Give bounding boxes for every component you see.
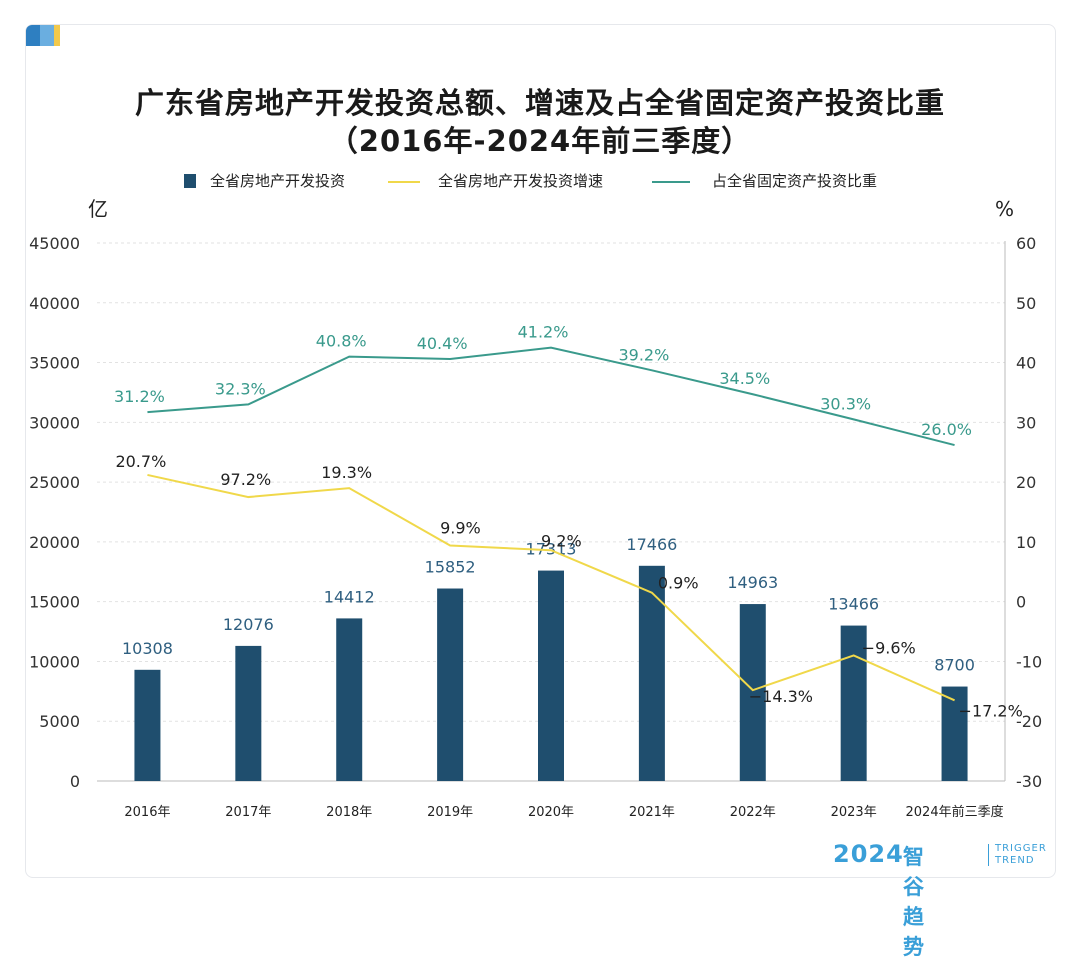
y-right-tick-label: 10 (1016, 533, 1036, 552)
growth-value-label: 9.2% (541, 531, 582, 550)
tab-block-blue (26, 25, 40, 46)
combo-chart: 0 5000 10000 15000 20000 25000 30000 35000 40000… (29, 172, 1042, 820)
growth-value-label: 20.7% (115, 452, 166, 471)
brand-en-line2: TREND (995, 855, 1035, 866)
growth-value-label: 97.2% (220, 470, 271, 489)
bar-investment (538, 570, 564, 781)
tab-block-yellow (54, 25, 60, 46)
y-left-tick-label: 20000 (29, 533, 80, 552)
y-left-tick-label: 45000 (29, 234, 80, 253)
bar-value-label: 14412 (324, 587, 375, 606)
share-value-label: 40.4% (417, 334, 468, 353)
brand-year: 2024 (833, 840, 904, 868)
x-tick-label: 2023年 (831, 805, 877, 820)
y-right-tick-label: 40 (1016, 354, 1036, 373)
legend-label-investment: 全省房地产开发投资 (210, 172, 345, 190)
share-value-label: 31.2% (114, 387, 165, 406)
x-tick-label: 2019年 (427, 805, 473, 820)
share-value-label: 26.0% (921, 420, 972, 439)
y-left-tick-label: 15000 (29, 593, 80, 612)
y-left-unit: 亿 (88, 197, 108, 221)
bar-value-label: 15852 (425, 558, 476, 577)
growth-value-label: −17.2% (959, 701, 1023, 720)
x-tick-label: 2017年 (225, 805, 271, 820)
y-left-tick-label: 5000 (39, 712, 80, 731)
growth-value-label: 19.3% (321, 463, 372, 482)
x-tick-label: 2022年 (730, 805, 776, 820)
y-right-tick-label: 60 (1016, 234, 1036, 253)
share-value-label: 32.3% (215, 379, 266, 398)
y-left-tick-label: 35000 (29, 354, 80, 373)
bar-value-label: 8700 (934, 656, 975, 675)
corner-tab-decoration (26, 25, 64, 46)
brand-separator (988, 844, 989, 866)
y-right-tick-label: -10 (1016, 652, 1042, 671)
x-tick-label: 2024年前三季度 (906, 804, 1004, 820)
bar-value-label: 13466 (828, 595, 879, 614)
y-right-tick-label: 0 (1016, 593, 1026, 612)
bar-investment (739, 604, 766, 781)
bar-investment (134, 669, 161, 781)
bar-investment (638, 565, 665, 781)
brand-en-line1: TRIGGER (995, 843, 1047, 854)
x-tick-label: 2018年 (326, 805, 372, 820)
share-value-label: 34.5% (719, 369, 770, 388)
x-tick-label: 2021年 (629, 805, 675, 820)
bar-investment (840, 625, 867, 781)
share-value-label: 41.2% (518, 323, 569, 342)
x-tick-label: 2020年 (528, 805, 574, 820)
y-right-tick-label: 30 (1016, 413, 1036, 432)
y-right-tick-label: -30 (1016, 772, 1042, 791)
share-value-label: 39.2% (618, 345, 669, 364)
x-tick-label: 2016年 (124, 805, 170, 820)
legend-label-growth: 全省房地产开发投资增速 (438, 172, 603, 190)
y-right-tick-label: 20 (1016, 473, 1036, 492)
brand-name: 智谷趋势 (903, 845, 924, 959)
y-left-tick-label: 40000 (29, 294, 80, 313)
chart-subtitle: （2016年-2024年前三季度） (328, 124, 752, 158)
bar-investment (235, 645, 262, 781)
line-growth (147, 473, 955, 702)
growth-value-label: −14.3% (749, 687, 813, 706)
bar-value-label: 12076 (223, 615, 274, 634)
y-left-tick-label: 10000 (29, 652, 80, 671)
bar-value-label: 14963 (727, 573, 778, 592)
growth-value-label: 9.9% (440, 518, 481, 537)
growth-value-label: 0.9% (658, 574, 699, 593)
share-value-label: 30.3% (820, 394, 871, 413)
y-left-tick-label: 25000 (29, 473, 80, 492)
bar-value-label: 10308 (122, 639, 173, 658)
y-right-tick-label: 50 (1016, 294, 1036, 313)
bar-investment (437, 588, 464, 781)
legend-label-share: 占全省固定资产投资比重 (712, 172, 877, 190)
growth-value-label: −9.6% (862, 638, 916, 657)
y-left-tick-label: 0 (70, 772, 80, 791)
bar-investment (336, 618, 363, 781)
line-share (147, 346, 955, 447)
y-right-tick-label: -20 (1016, 712, 1042, 731)
bar-value-label: 17466 (626, 535, 677, 554)
tab-block-light-blue (40, 25, 54, 46)
y-right-unit: % (995, 197, 1014, 221)
chart-title: 广东省房地产开发投资总额、增速及占全省固定资产投资比重 (134, 86, 945, 120)
legend-swatch-investment (184, 174, 196, 188)
bar-value-label: 17313 (526, 540, 577, 559)
bar-investment (941, 686, 968, 781)
y-left-tick-label: 30000 (29, 413, 80, 432)
share-value-label: 40.8% (316, 332, 367, 351)
